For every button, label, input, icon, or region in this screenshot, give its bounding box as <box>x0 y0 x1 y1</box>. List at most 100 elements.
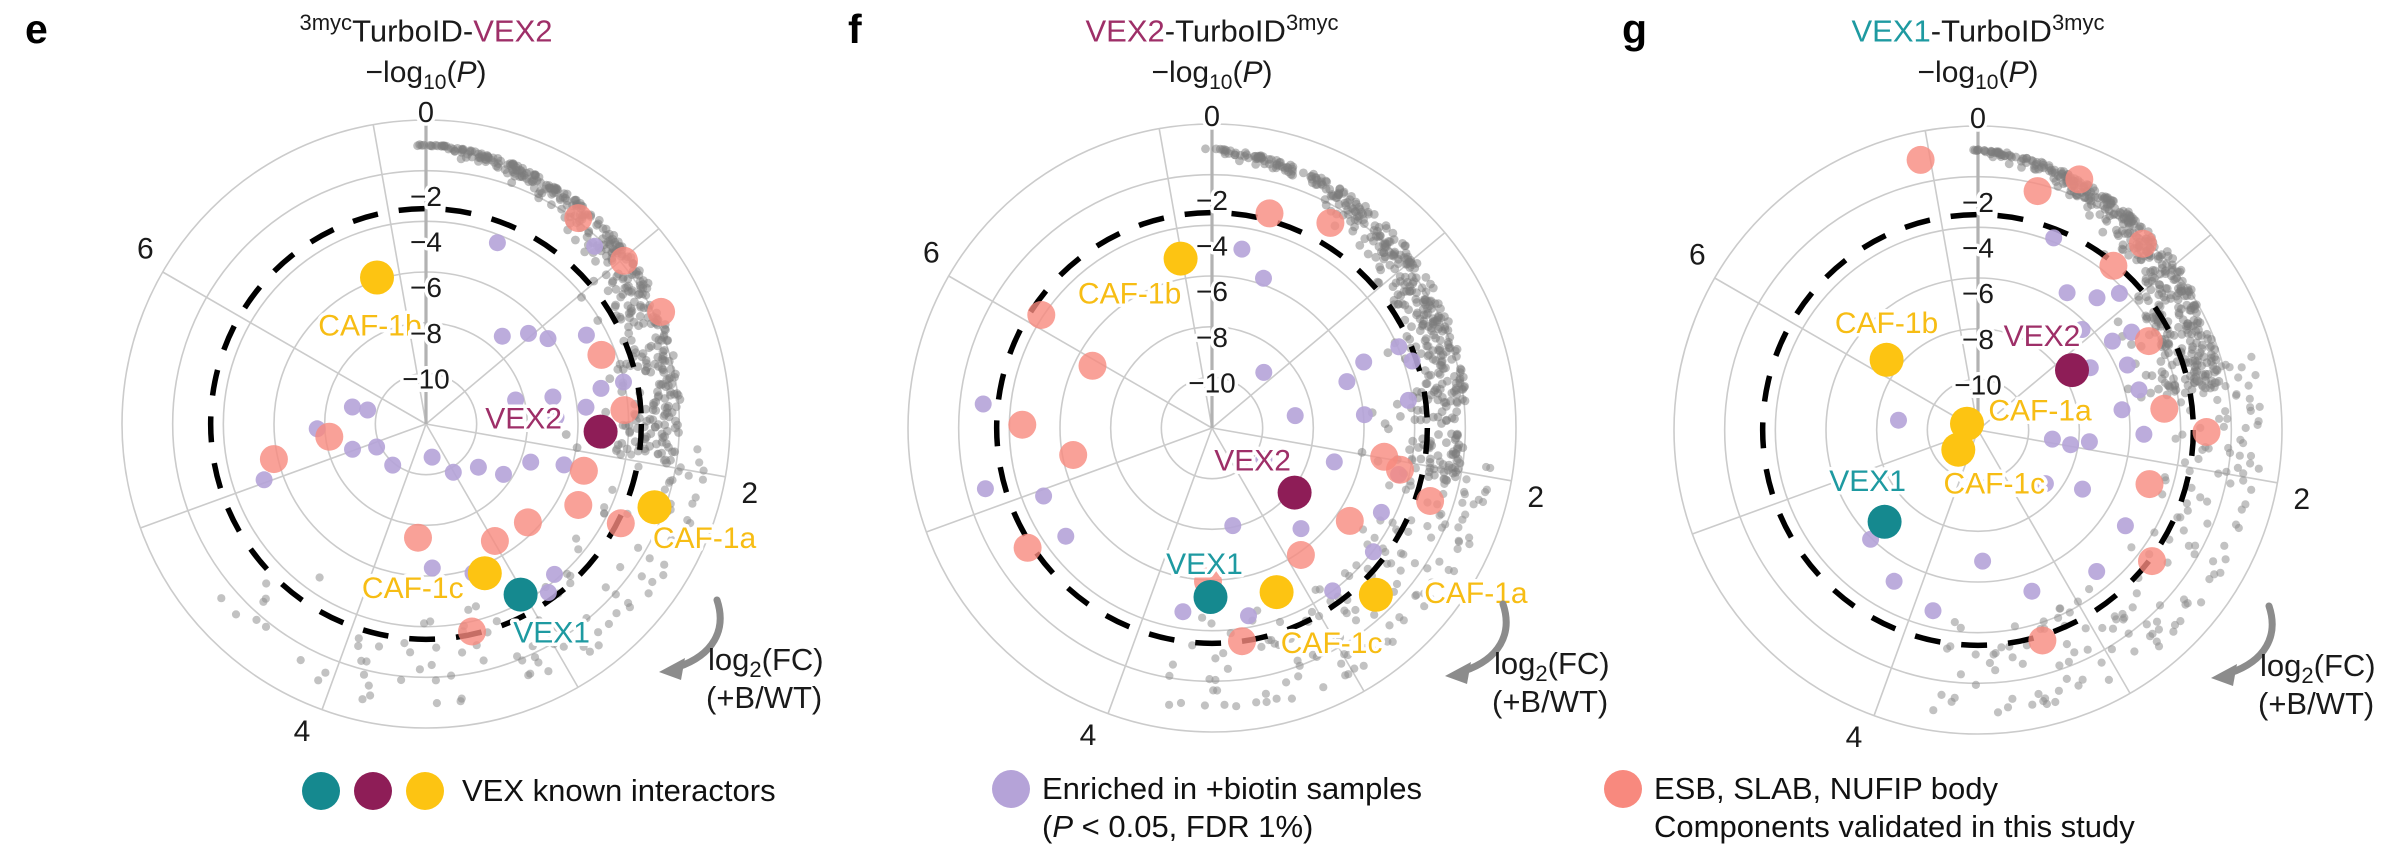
svg-text:−10: −10 <box>1188 367 1236 398</box>
point-caf-1c <box>467 556 502 591</box>
svg-text:−8: −8 <box>1962 324 1994 355</box>
panel-letter-g: g <box>1622 6 1648 52</box>
point-caf-1c <box>1941 432 1976 467</box>
panel-g: CAF-1b VEX2 CAF-1a CAF-1c VEX1 0 −2 −4 −6 −8 −10 2 4… <box>1673 100 2376 757</box>
legend-swatch-salmon-icon <box>1604 770 1642 808</box>
point-label-caf-1a: CAF-1a <box>1988 395 2092 428</box>
point-vex2 <box>583 414 618 449</box>
point-label-vex2: VEX2 <box>1214 445 1291 478</box>
point-label-caf-1c: CAF-1c <box>1281 627 1383 660</box>
angular-axis-label-line2: (+B/WT) <box>2258 686 2374 721</box>
gray-comet-cloud <box>1201 144 1470 485</box>
point-caf-1a <box>1950 406 1984 441</box>
panel-letter-f: f <box>848 6 862 52</box>
known-interactor-points: CAF-1b VEX2 CAF-1a CAF-1c VEX1 <box>1826 303 2096 539</box>
angular-tick-labels: 2 4 6 <box>1685 235 2313 757</box>
point-label-caf-1b: CAF-1b <box>1078 278 1181 311</box>
angular-axis-label: log2(FC) <box>708 642 824 682</box>
svg-text:−10: −10 <box>402 363 450 394</box>
point-vex1 <box>503 577 538 612</box>
point-label-vex1: VEX1 <box>1829 465 1906 498</box>
title-bait-vex2: VEX2 <box>473 13 553 49</box>
angular-axis-label-line2: (+B/WT) <box>706 680 822 715</box>
svg-text:4: 4 <box>294 715 311 748</box>
point-caf-1b <box>1869 342 1904 377</box>
panel-title-g: VEX1-TurboID3myc <box>1698 10 2258 49</box>
clockwise-direction-arrow: log2(FC)(+B/WT) <box>659 596 824 715</box>
legend-swatch-yellow-icon <box>406 772 444 810</box>
point-label-vex1: VEX1 <box>513 617 590 650</box>
significance-threshold-ring <box>993 209 1431 647</box>
svg-text:−10: −10 <box>1954 369 2002 400</box>
point-label-caf-1c: CAF-1c <box>1943 468 2045 501</box>
panel-subtitle-g: −log10(P) <box>1917 56 2039 94</box>
point-caf-1b <box>1163 241 1198 276</box>
svg-text:−2: −2 <box>410 181 442 212</box>
point-label-caf-1a: CAF-1a <box>1424 577 1528 610</box>
svg-text:6: 6 <box>137 233 154 266</box>
svg-text:−6: −6 <box>1196 276 1228 307</box>
panel-f: CAF-1b VEX2 VEX1 CAF-1a CAF-1c 0 −2 −4 −6 −8 −10 2 4… <box>907 98 1610 755</box>
svg-text:2: 2 <box>2293 483 2310 516</box>
radial-tick-labels: 0 −2 −4 −6 −8 −10 <box>1951 100 2006 404</box>
svg-text:6: 6 <box>1689 239 1706 272</box>
title-bait-vex2: VEX2 <box>1085 13 1165 49</box>
validated-component-points <box>259 204 676 646</box>
point-vex1 <box>1867 504 1902 539</box>
svg-text:2: 2 <box>741 477 758 510</box>
point-vex1 <box>1193 580 1228 614</box>
legend-swatch-maroon-icon <box>354 772 392 810</box>
svg-text:−4: −4 <box>1962 233 1994 264</box>
svg-text:0: 0 <box>1970 103 1986 135</box>
title-superscript: 3myc <box>2051 10 2105 35</box>
point-label-caf-1a: CAF-1a <box>653 522 757 555</box>
svg-text:−2: −2 <box>1962 187 1994 218</box>
gray-scatter-tail <box>217 444 708 708</box>
point-label-vex2: VEX2 <box>485 403 562 436</box>
point-caf-1a <box>1358 577 1393 612</box>
panel-e: CAF-1b VEX2 CAF-1a CAF-1c VEX1 0 −2 −4 −6 −8 −10 2 4… <box>121 94 824 751</box>
legend-swatch-teal-icon <box>302 772 340 810</box>
clockwise-direction-arrow: log2(FC)(+B/WT) <box>1445 600 1610 719</box>
known-interactor-points: CAF-1b VEX2 CAF-1a CAF-1c VEX1 <box>315 260 760 653</box>
radial-tick-labels: 0 −2 −4 −6 −8 −10 <box>1185 98 1240 402</box>
point-caf-1a <box>637 490 672 525</box>
title-main: -TurboID <box>1164 13 1286 49</box>
title-superscript: 3myc <box>299 10 353 35</box>
gray-comet-cloud <box>1969 145 2224 402</box>
svg-text:−2: −2 <box>1196 185 1228 216</box>
legend-enriched-biotin: Enriched in +biotin samples (P < 0.05, F… <box>992 770 1422 846</box>
svg-text:6: 6 <box>923 237 940 270</box>
legend-swatch-purple-icon <box>992 770 1030 808</box>
legend-label: Enriched in +biotin samples (P < 0.05, F… <box>1042 771 1422 844</box>
panel-letter-e: e <box>25 6 48 52</box>
enriched-biotin-points <box>255 234 632 601</box>
angular-tick-labels: 2 4 6 <box>919 233 1547 755</box>
svg-text:2: 2 <box>1527 481 1544 514</box>
point-label-caf-1b: CAF-1b <box>1835 307 1938 340</box>
legend-esb-slab-nufip: ESB, SLAB, NUFIP body Components validat… <box>1604 770 2135 846</box>
point-label-caf-1c: CAF-1c <box>362 572 464 605</box>
svg-text:0: 0 <box>418 97 434 129</box>
title-main: -TurboID <box>1930 13 2052 49</box>
angular-axis-label: log2(FC) <box>1494 646 1610 686</box>
svg-text:−6: −6 <box>410 272 442 303</box>
legend-vex-known-interactors: VEX known interactors <box>302 772 776 810</box>
point-caf-1b <box>360 260 394 295</box>
svg-text:−6: −6 <box>1962 278 1994 309</box>
angular-tick-labels: 2 4 6 <box>133 229 761 751</box>
svg-text:4: 4 <box>1846 721 1863 754</box>
panel-subtitle-f: −log10(P) <box>1151 56 1273 94</box>
angular-axis-label-line2: (+B/WT) <box>1492 684 1608 719</box>
svg-text:−8: −8 <box>410 318 442 349</box>
point-label-vex2: VEX2 <box>2004 320 2081 353</box>
svg-text:−4: −4 <box>410 227 442 258</box>
panel-title-e: 3mycTurboID-VEX2 <box>146 10 706 49</box>
title-bait-vex1: VEX1 <box>1851 13 1931 49</box>
point-vex2 <box>2055 353 2089 388</box>
point-label-vex1: VEX1 <box>1166 548 1243 581</box>
panel-title-f: VEX2-TurboID3myc <box>932 10 1492 49</box>
radial-tick-labels: 0 −2 −4 −6 −8 −10 <box>399 94 454 398</box>
